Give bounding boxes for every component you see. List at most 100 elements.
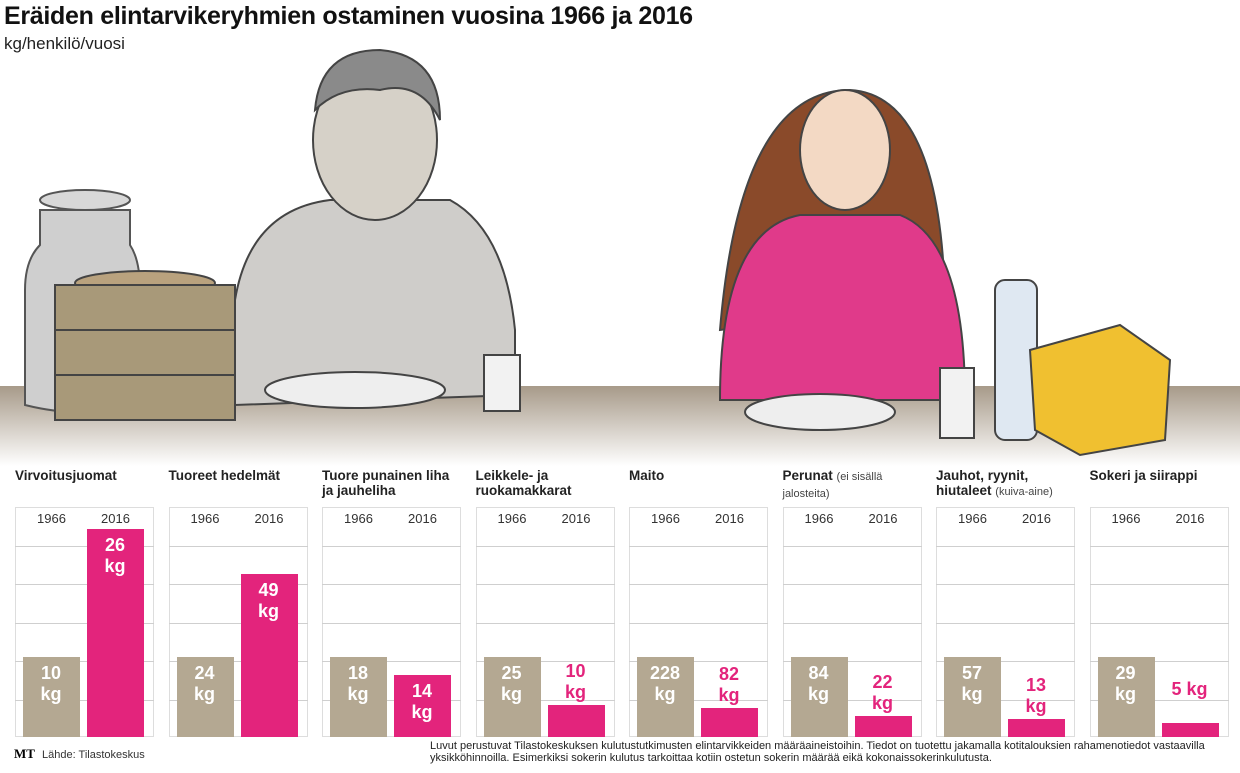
grid-line: [936, 699, 1075, 701]
bar: [1097, 657, 1155, 737]
grid-line: [15, 545, 154, 547]
grid-line: [936, 622, 1075, 624]
grid-line: [168, 699, 308, 701]
potato-crate: [54, 270, 236, 421]
man: [234, 48, 521, 412]
value-label: 228 kg: [649, 663, 681, 704]
value-label: 57 kg: [961, 663, 983, 704]
grid-line: [15, 622, 154, 624]
woman: [718, 88, 1172, 457]
year-label: 1966: [497, 511, 527, 526]
panel-box: [475, 507, 615, 737]
year-label: 2016: [715, 511, 744, 526]
grid-line: [1089, 545, 1229, 547]
value-label: 29 kg: [1114, 663, 1136, 704]
footnote: Luvut perustuvat Tilastokeskuksen kulutu…: [430, 740, 1205, 764]
bar: [547, 705, 605, 737]
bar: [1008, 718, 1065, 737]
grid-line: [475, 622, 615, 624]
grid-line: [168, 584, 308, 585]
grid-line: [1089, 661, 1229, 662]
grid-line: [629, 545, 768, 547]
bar: [854, 716, 912, 737]
year-label: 2016: [561, 511, 591, 526]
grid-line: [782, 545, 922, 547]
year-label: 2016: [1175, 511, 1205, 526]
value-label: 82 kg: [718, 664, 740, 706]
value-label: 26 kg: [104, 535, 126, 576]
grid-line: [322, 661, 461, 662]
grid-line: [1089, 584, 1229, 585]
bar: [176, 657, 234, 737]
value-label: 18 kg: [347, 663, 369, 704]
grid-line: [782, 661, 922, 662]
grid-line: [475, 661, 615, 662]
bar: [637, 657, 694, 737]
panel-title: Tuore punainen liha ja jauheliha: [322, 468, 462, 498]
value-label: 22 kg: [871, 672, 893, 714]
bar: [240, 573, 298, 737]
value-label: 24 kg: [193, 663, 215, 704]
panel-title-text: Maito: [629, 468, 665, 483]
panel-title-text: Leikkele- ja ruokamakkarat: [475, 468, 572, 498]
panel-title-text: Virvoitusjuomat: [15, 468, 117, 483]
bar: [483, 657, 541, 737]
panel-title: Perunat (ei sisällä jalosteita): [783, 468, 923, 502]
bar: [701, 708, 758, 737]
panel-note: (kuiva-aine): [995, 486, 1053, 498]
panel-title: Virvoitusjuomat: [15, 468, 155, 483]
grid-line: [15, 661, 154, 662]
grid-line: [168, 622, 308, 624]
year-label: 2016: [868, 511, 898, 526]
year-label: 1966: [958, 511, 987, 526]
value-label: 25 kg: [500, 663, 522, 704]
logo: MT: [14, 746, 35, 761]
subtitle: kg/henkilö/vuosi: [4, 34, 125, 53]
value-label: 5 kg: [1171, 679, 1208, 700]
bar: [87, 529, 144, 737]
panel-title-text: Perunat: [782, 468, 833, 483]
panel-title: Jauhot, ryynit, hiutaleet (kuiva-aine): [936, 468, 1076, 500]
panel-title: Maito: [629, 468, 769, 483]
grid-line: [322, 622, 461, 624]
value-label: 14 kg: [411, 680, 433, 722]
year-label: 1966: [344, 511, 373, 526]
grid-line: [322, 584, 461, 585]
grid-line: [322, 699, 461, 701]
grid-line: [629, 584, 768, 585]
grid-line: [322, 545, 461, 547]
year-label: 1966: [1111, 511, 1141, 526]
panel-title-text: Tuoreet hedelmät: [168, 468, 281, 483]
value-label: 84 kg: [807, 663, 829, 704]
panel-note: (ei sisällä jalosteita): [782, 471, 883, 500]
year-label: 1966: [651, 511, 680, 526]
bar: [1161, 723, 1219, 737]
value-label: 13 kg: [1025, 674, 1047, 716]
bar: [944, 657, 1001, 737]
panel-title-text: Tuore punainen liha ja jauheliha: [322, 468, 450, 498]
title: Eräiden elintarvikeryhmien ostaminen vuo…: [4, 2, 693, 30]
grid-line: [475, 699, 615, 701]
grid-line: [936, 584, 1075, 585]
panel-title: Leikkele- ja ruokamakkarat: [476, 468, 616, 498]
grid-line: [168, 545, 308, 547]
panel-title-text: Jauhot, ryynit, hiutaleet: [936, 468, 1029, 498]
bar: [330, 657, 387, 737]
panel-title: Tuoreet hedelmät: [169, 468, 309, 483]
grid-line: [782, 699, 922, 701]
bar: [23, 657, 80, 737]
grid-line: [15, 584, 154, 585]
source: Lähde: Tilastokeskus: [42, 749, 145, 761]
grid-line: [782, 584, 922, 585]
grid-line: [168, 661, 308, 662]
grid-line: [629, 661, 768, 662]
year-label: 1966: [804, 511, 834, 526]
bar: [394, 674, 451, 737]
value-label: 49 kg: [257, 579, 279, 621]
grid-line: [782, 622, 922, 624]
grid-line: [475, 545, 615, 547]
grid-line: [1089, 699, 1229, 701]
grid-line: [1089, 622, 1229, 624]
